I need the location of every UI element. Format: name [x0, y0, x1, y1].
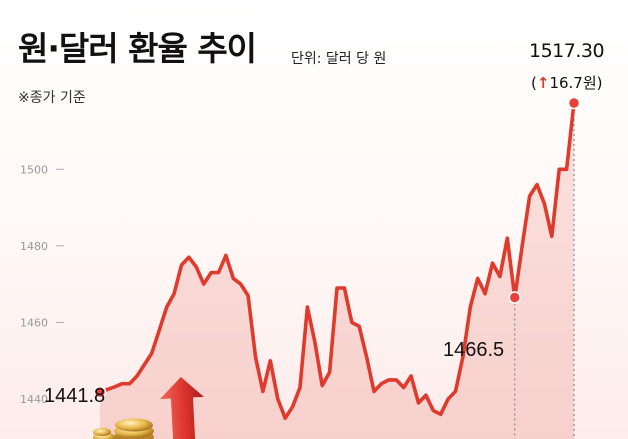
- data-point: [469, 306, 472, 309]
- data-point: [476, 277, 479, 280]
- data-labels: 1441.8 1466.5: [44, 96, 581, 407]
- data-point: [565, 168, 568, 171]
- data-point: [550, 235, 553, 238]
- data-label-start: 1441.8: [44, 385, 105, 407]
- y-tick-label: 1500: [20, 163, 48, 176]
- data-point: [491, 262, 494, 265]
- data-point: [528, 195, 531, 198]
- data-point: [113, 385, 116, 388]
- data-point: [417, 401, 420, 404]
- data-point: [217, 271, 220, 274]
- data-point: [247, 294, 250, 297]
- unit-label: 단위: 달러 당 원: [291, 51, 387, 67]
- data-point: [180, 263, 183, 266]
- data-point: [291, 405, 294, 408]
- rising-arrow-icon: [159, 377, 204, 439]
- data-point: [498, 275, 501, 278]
- guide-lines: [514, 108, 575, 439]
- data-point: [239, 283, 242, 286]
- data-point: [506, 237, 509, 240]
- data-label-low: 1466.5: [443, 339, 504, 361]
- data-point: [387, 378, 390, 381]
- data-point: [165, 306, 168, 309]
- data-point: [313, 340, 316, 343]
- data-point: [410, 374, 413, 377]
- data-point: [365, 355, 368, 358]
- data-point: [432, 409, 435, 412]
- data-point: [150, 352, 153, 355]
- chart-title: 원·달러 환율 추이: [18, 29, 257, 68]
- y-tick-label: 1460: [20, 316, 48, 329]
- data-point: [358, 325, 361, 328]
- change-label: (↑16.7원): [531, 72, 603, 93]
- change-close-paren: ): [596, 74, 603, 92]
- y-tick-label: 1480: [20, 240, 48, 253]
- data-point: [447, 397, 450, 400]
- data-point: [380, 382, 383, 385]
- data-point: [424, 394, 427, 397]
- data-point: [395, 378, 398, 381]
- data-point: [343, 286, 346, 289]
- data-point: [135, 374, 138, 377]
- data-point: [402, 386, 405, 389]
- data-point: [335, 286, 338, 289]
- data-point: [372, 390, 375, 393]
- y-tick-label: 1440: [20, 393, 48, 406]
- data-point: [439, 413, 442, 416]
- coin-stack-icon: [93, 418, 154, 439]
- basis-note: ※종가 기준: [18, 90, 86, 106]
- data-point: [298, 386, 301, 389]
- data-point: [232, 277, 235, 280]
- data-point: [276, 397, 279, 400]
- data-point: [195, 265, 198, 268]
- data-point: [350, 321, 353, 324]
- data-point: [543, 202, 546, 205]
- data-point: [558, 168, 561, 171]
- data-point: [121, 382, 124, 385]
- data-point: [143, 363, 146, 366]
- data-point: [269, 359, 272, 362]
- annotation-marker: [93, 385, 107, 399]
- data-point: [521, 244, 524, 247]
- change-open-paren: (: [531, 74, 537, 92]
- data-point: [254, 355, 257, 358]
- data-point: [106, 388, 109, 391]
- data-point: [321, 384, 324, 387]
- series-line: [98, 101, 576, 420]
- data-point: [187, 256, 190, 259]
- data-point: [306, 306, 309, 309]
- y-axis: 1440 1460 1480 1500: [20, 163, 64, 406]
- area-fill: [100, 103, 574, 439]
- data-point: [261, 390, 264, 393]
- data-point: [210, 271, 213, 274]
- data-point: [224, 254, 227, 257]
- latest-value-label: 1517.30: [529, 40, 605, 62]
- data-point: [535, 183, 538, 186]
- data-point: [484, 292, 487, 295]
- data-point: [202, 283, 205, 286]
- data-point: [284, 417, 287, 420]
- data-point: [328, 371, 331, 374]
- data-point: [128, 382, 131, 385]
- up-arrow-icon: ↑: [536, 74, 550, 92]
- data-point: [454, 390, 457, 393]
- annotation-marker: [508, 291, 521, 304]
- data-point: [173, 292, 176, 295]
- annotation-marker: [567, 96, 581, 110]
- change-value: 16.7원: [549, 74, 597, 92]
- data-point: [158, 329, 161, 332]
